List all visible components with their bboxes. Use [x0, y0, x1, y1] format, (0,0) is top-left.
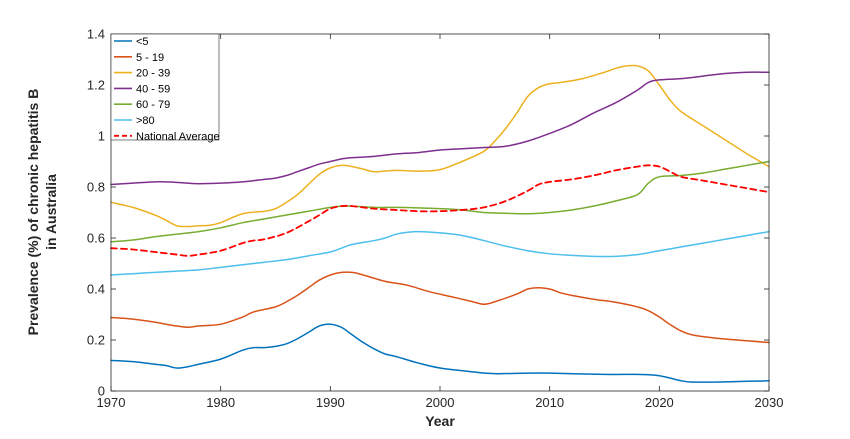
- y-tick-label: 0.2: [87, 333, 105, 348]
- legend: <5 5 - 19 20 - 39 40 - 59 60 - 79 >80 National…: [110, 33, 220, 143]
- x-tick-label: 2000: [426, 395, 455, 410]
- y-tick-label: 0.8: [87, 180, 105, 195]
- legend-label: <5: [136, 36, 149, 48]
- series-line-6-80: [110, 230, 770, 276]
- series-line-2-5-19: [110, 271, 770, 344]
- x-tick-label: 2030: [755, 395, 784, 410]
- series-line-1-5: [110, 323, 770, 383]
- legend-box: [110, 33, 220, 141]
- legend-label: National Average: [136, 131, 220, 143]
- x-tick-label: 1990: [316, 395, 345, 410]
- x-axis-title: Year: [425, 413, 455, 429]
- x-tick-label: 2010: [535, 395, 564, 410]
- y-axis-title-line-2: in Australia: [43, 174, 59, 250]
- series-line-5-60-79: [110, 160, 770, 243]
- legend-items: <5 5 - 19 20 - 39 40 - 59 60 - 79 >80 National…: [114, 36, 220, 143]
- series-layer: [110, 64, 770, 383]
- series-line-4-40-59: [110, 71, 770, 186]
- y-axis-title-line-1: Prevalence (%) of chronic hepatitis B: [25, 89, 41, 336]
- legend-label: 20 - 39: [136, 68, 170, 80]
- y-tick-label: 0: [98, 384, 105, 399]
- y-tick-label: 1: [98, 129, 105, 144]
- y-tick-label: 0.4: [87, 282, 105, 297]
- x-tick-label: 1980: [206, 395, 235, 410]
- legend-label: 5 - 19: [136, 52, 164, 64]
- y-ticks: 0 0.2 0.4 0.6 0.8 1 1.2 1.4: [87, 27, 769, 399]
- series-line-3-20-39: [110, 64, 770, 228]
- y-tick-label: 1.2: [87, 78, 105, 93]
- x-tick-label: 2020: [645, 395, 674, 410]
- y-tick-label: 1.4: [87, 27, 105, 42]
- y-axis-title: Prevalence (%) of chronic hepatitis B in…: [25, 89, 59, 336]
- legend-label: 60 - 79: [136, 99, 170, 111]
- series-line-7-national-average: [110, 164, 770, 257]
- x-tick-label: 1970: [97, 395, 126, 410]
- x-ticks: 1970 1980 1990 2000 2010 2020 2030: [97, 34, 784, 410]
- legend-label: 40 - 59: [136, 83, 170, 95]
- plot-area: [111, 34, 769, 391]
- legend-label: >80: [136, 115, 155, 127]
- y-tick-label: 0.6: [87, 231, 105, 246]
